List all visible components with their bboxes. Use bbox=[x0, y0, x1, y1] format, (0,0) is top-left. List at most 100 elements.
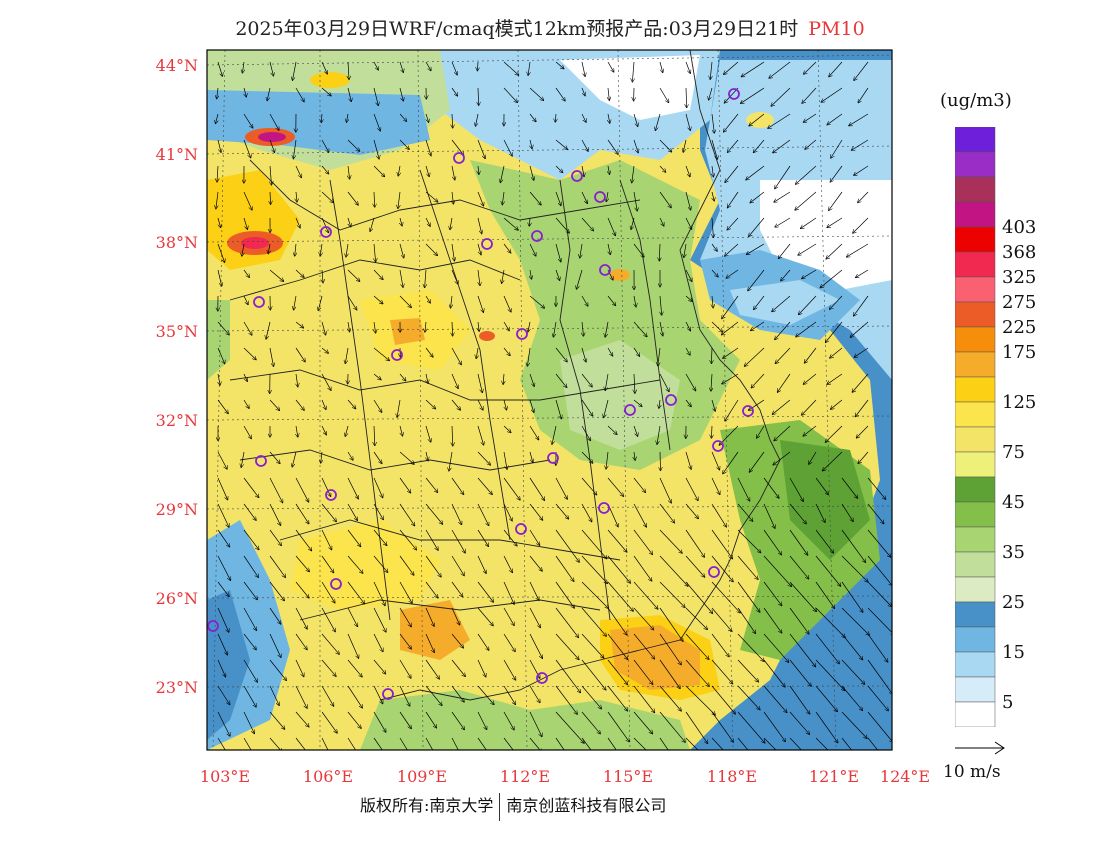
wind-arrow bbox=[815, 659, 845, 691]
wind-arrow bbox=[216, 191, 218, 209]
wind-arrow bbox=[711, 425, 712, 438]
wind-arrow bbox=[789, 711, 809, 734]
wind-arrow bbox=[321, 633, 339, 654]
wind-arrow bbox=[724, 113, 739, 132]
wind-arrow bbox=[749, 399, 765, 410]
wind-arrow bbox=[530, 139, 532, 149]
wind-arrow bbox=[555, 659, 580, 693]
wind-arrow bbox=[827, 113, 843, 125]
wind-arrow bbox=[503, 139, 512, 156]
wind-arrow bbox=[476, 113, 479, 126]
wind-arrow bbox=[803, 373, 817, 384]
wind-arrow bbox=[451, 347, 461, 365]
lon-label: 121°E bbox=[809, 767, 859, 786]
wind-arrow bbox=[772, 399, 791, 414]
wind-arrow bbox=[217, 139, 221, 152]
wind-arrow bbox=[659, 243, 660, 261]
wind-arrow bbox=[841, 633, 863, 660]
wind-arrow bbox=[581, 113, 586, 122]
wind-vectors bbox=[216, 61, 892, 750]
wind-arrow bbox=[321, 659, 336, 676]
wind-arrow bbox=[555, 711, 584, 743]
wind-arrow bbox=[660, 451, 661, 470]
city-marker bbox=[391, 349, 403, 361]
wind-arrow bbox=[243, 659, 257, 682]
copyright-company: 南京创蓝科技有限公司 bbox=[506, 796, 667, 815]
wind-arrow bbox=[763, 529, 781, 555]
wind-arrow bbox=[581, 659, 606, 690]
wind-arrow bbox=[503, 295, 511, 312]
wind-arrow bbox=[711, 139, 717, 159]
wind-arrow bbox=[425, 555, 441, 577]
wind-arrow bbox=[763, 737, 777, 750]
wind-arrow bbox=[659, 191, 671, 208]
lat-label: 32°N bbox=[156, 411, 198, 430]
wind-arrow bbox=[634, 451, 635, 460]
wind-arrow bbox=[555, 529, 579, 562]
wind-arrow bbox=[503, 425, 511, 433]
wind-arrow bbox=[825, 425, 843, 442]
legend-swatch bbox=[955, 226, 996, 253]
wind-arrow bbox=[581, 191, 587, 203]
city-marker bbox=[624, 404, 636, 416]
legend-swatch bbox=[955, 501, 996, 528]
wind-arrow bbox=[345, 425, 349, 436]
wind-arrow bbox=[795, 191, 817, 210]
wind-arrow bbox=[425, 737, 434, 750]
wind-arrow bbox=[854, 347, 869, 357]
wind-arrow bbox=[399, 555, 414, 575]
wind-arrow bbox=[749, 113, 765, 126]
wind-arrow bbox=[737, 607, 756, 633]
wind-arrow bbox=[399, 633, 411, 649]
wind-arrow bbox=[711, 633, 729, 657]
wind-arrow bbox=[504, 399, 507, 410]
wind-arrow bbox=[269, 711, 285, 729]
wind-arrow bbox=[728, 191, 739, 208]
wind-arrow bbox=[451, 87, 458, 96]
wind-arrow bbox=[607, 347, 613, 356]
city-marker bbox=[330, 578, 342, 590]
lat-label: 44°N bbox=[156, 56, 198, 75]
wind-arrow bbox=[477, 139, 485, 159]
wind-arrow bbox=[425, 165, 429, 177]
wind-arrow bbox=[804, 113, 817, 122]
wind-arrow bbox=[451, 61, 457, 75]
chart-title: 2025年03月29日WRF/cmaq模式12km预报产品:03月29日21时 P… bbox=[0, 14, 1100, 41]
wind-arrow bbox=[789, 529, 808, 555]
wind-arrow bbox=[399, 607, 411, 627]
legend-swatch bbox=[955, 376, 996, 403]
wind-arrow bbox=[805, 139, 817, 149]
city-markers bbox=[207, 88, 754, 700]
wind-arrow bbox=[399, 711, 411, 729]
wind-arrow bbox=[241, 451, 245, 467]
wind-arrow bbox=[373, 347, 389, 361]
wind-arrow bbox=[737, 633, 764, 661]
legend-swatch bbox=[955, 551, 996, 578]
wind-arrow bbox=[737, 503, 753, 521]
wind-arrow bbox=[347, 633, 359, 658]
wind-arrow bbox=[503, 61, 519, 75]
wind-arrow bbox=[711, 555, 733, 582]
wind-arrow bbox=[321, 685, 334, 706]
wind-arrow bbox=[555, 61, 564, 69]
wind-arrow bbox=[477, 633, 489, 650]
wind-arrow bbox=[841, 581, 863, 612]
wind-arrow bbox=[425, 295, 430, 303]
legend-label: 35 bbox=[1002, 542, 1025, 563]
wind-arrow bbox=[827, 373, 843, 384]
lat-label: 38°N bbox=[156, 233, 198, 252]
wind-arrow bbox=[347, 529, 361, 547]
wind-arrow bbox=[478, 87, 479, 105]
wind-arrow bbox=[477, 659, 486, 677]
wind-arrow bbox=[347, 685, 362, 708]
wind-arrow bbox=[529, 243, 536, 256]
wind-arrow bbox=[711, 451, 720, 470]
wind-arrow bbox=[399, 737, 408, 750]
legend-swatch bbox=[955, 426, 996, 453]
wind-arrow bbox=[802, 87, 817, 103]
wind-arrow bbox=[503, 607, 514, 625]
copyright: 版权所有:南京大学 南京创蓝科技有限公司 bbox=[360, 792, 666, 821]
wind-arrow bbox=[269, 633, 281, 657]
wind-arrow bbox=[321, 399, 326, 409]
wind-arrow bbox=[295, 321, 303, 328]
